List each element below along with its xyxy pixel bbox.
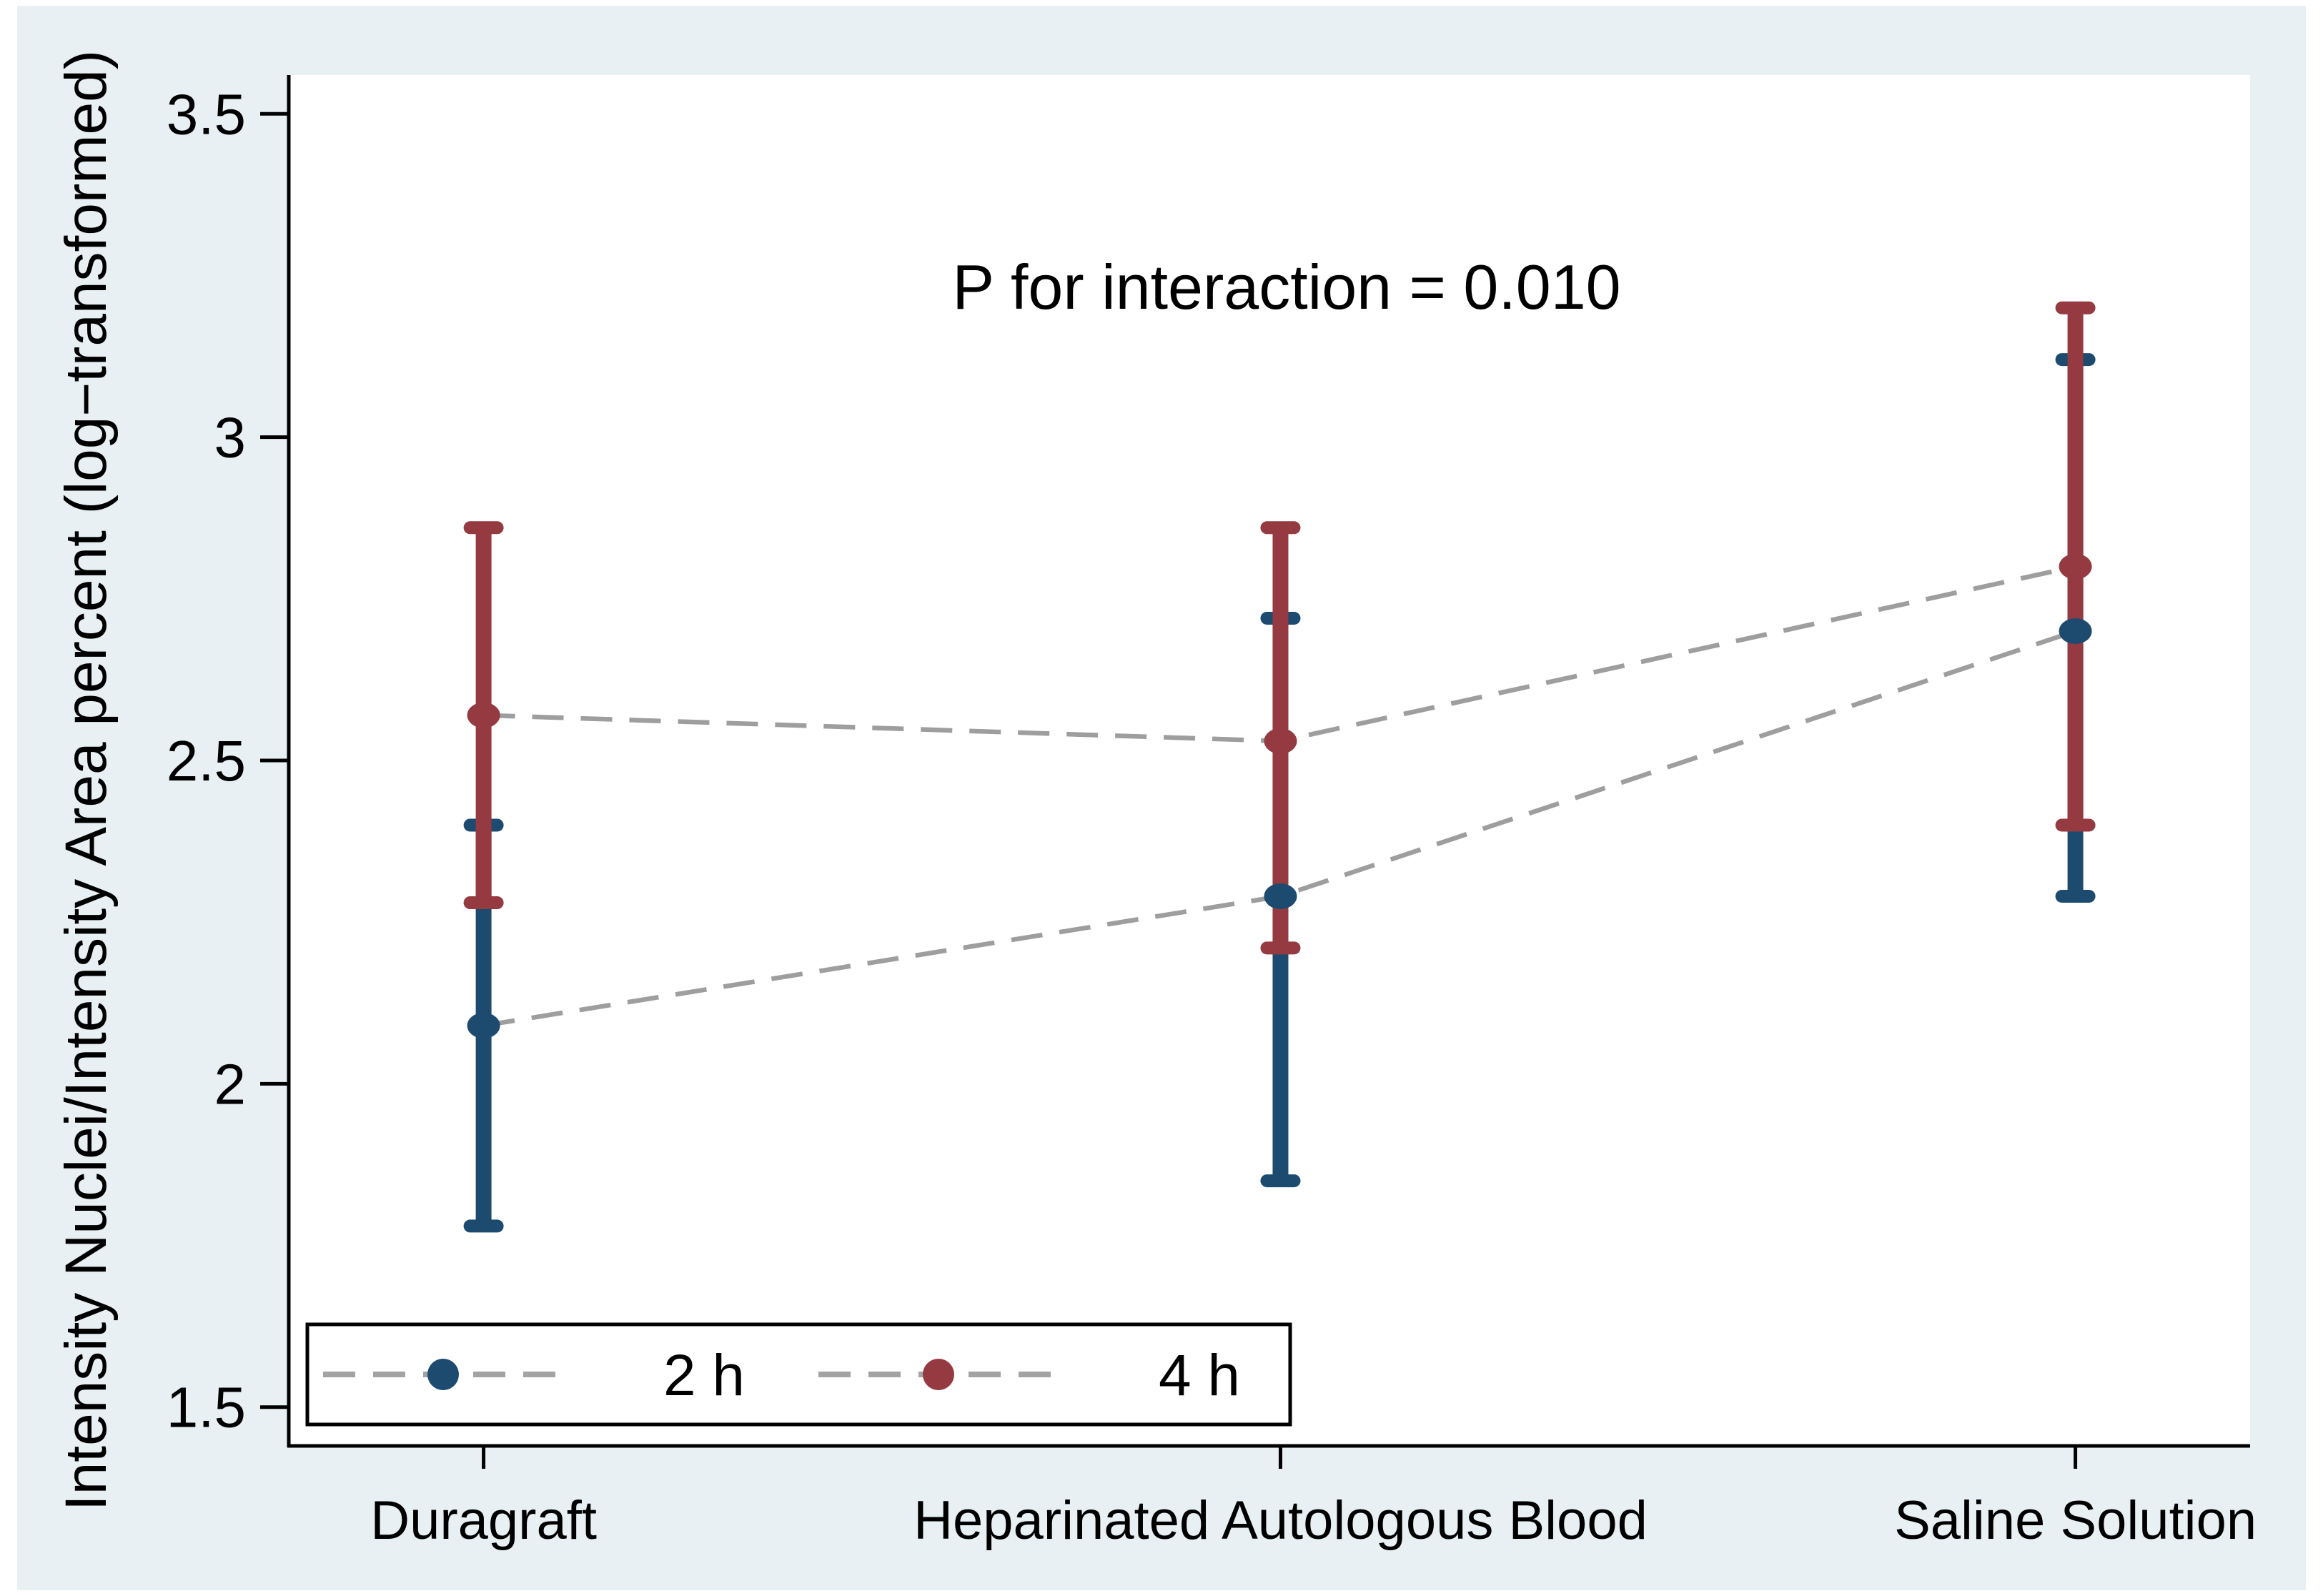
y-tick-label-3.5: 3.5 [167,82,246,146]
legend-marker-1 [923,1359,954,1390]
y-tick-label-2: 2 [214,1052,247,1116]
ci-low-cap-0-1 [1260,1174,1301,1188]
x-tick-label-1: Heparinated Autologous Blood [913,1490,1648,1551]
y-tick-label-2.5: 2.5 [167,729,246,793]
data-point-4h-1 [1264,728,1297,754]
data-point-2h-2 [2059,618,2092,645]
x-tick-label-0: Duragraft [370,1490,597,1551]
data-markers-layer [467,553,2092,1039]
legend-label-0: 2 h [663,1343,745,1408]
y-tick-label-3: 3 [214,406,247,470]
data-point-4h-0 [467,702,500,728]
y-axis-ticks: 3.5 3 2.5 2 1.5 [167,82,287,1439]
data-point-2h-0 [467,1012,500,1039]
ci-low-cap-1-2 [2055,818,2096,832]
x-axis-ticks: Duragraft Heparinated Autologous Blood Sal… [370,1446,2257,1551]
legend: 2 h 4 h [305,1322,1292,1427]
plot-area [287,75,2250,1446]
legend-box [305,1322,1292,1427]
ci-high-cap-1-0 [463,521,504,535]
ci-low-cap-0-0 [463,1219,504,1233]
legend-entries: 2 h 4 h [323,1343,1240,1408]
legend-label-1: 4 h [1159,1343,1240,1408]
legend-marker-0 [427,1359,459,1390]
ci-high-cap-1-2 [2055,301,2096,314]
ci-low-cap-1-0 [463,896,504,910]
ci-low-cap-0-2 [2055,889,2096,903]
x-tick-label-2: Saline Solution [1894,1490,2257,1551]
annotation-p-value: P for interaction = 0.010 [952,252,1620,322]
y-tick-label-1.5: 1.5 [167,1376,246,1439]
ci-high-cap-1-1 [1260,521,1301,535]
data-point-2h-1 [1264,883,1297,909]
y-axis-title: Intensity Nuclei/Intensity Area percent … [54,50,119,1511]
data-point-4h-2 [2059,553,2092,580]
ci-low-cap-1-1 [1260,941,1301,955]
